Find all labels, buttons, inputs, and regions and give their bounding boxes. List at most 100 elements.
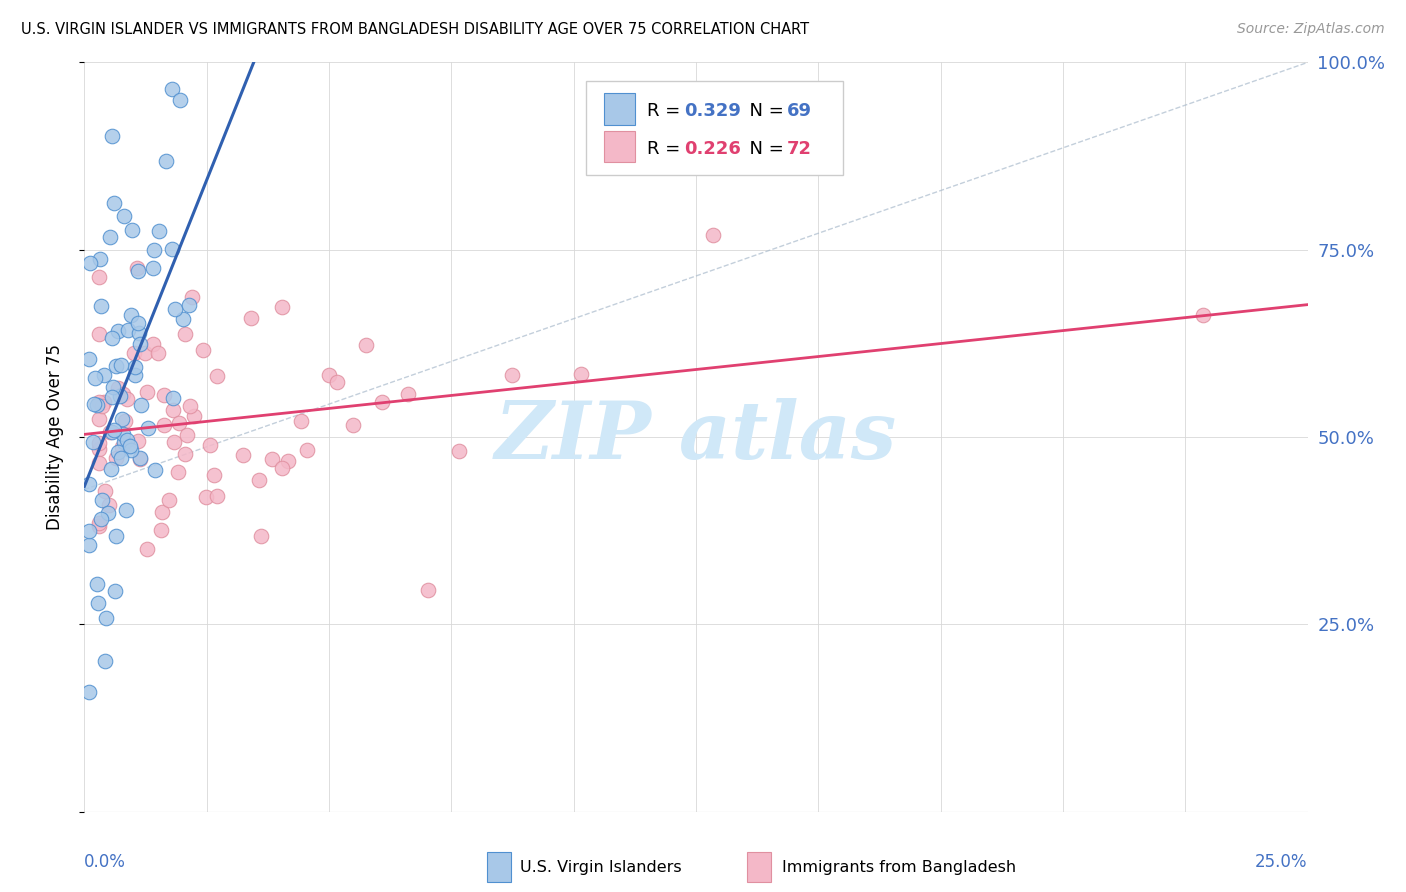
- Point: [104, 359, 127, 373]
- Point: [167, 416, 190, 430]
- Text: R =: R =: [647, 140, 686, 158]
- Point: [87, 442, 110, 456]
- Point: [87, 327, 110, 342]
- Point: [112, 209, 135, 223]
- Point: [115, 433, 138, 447]
- Point: [172, 311, 194, 326]
- Y-axis label: Disability Age Over 75: Disability Age Over 75: [45, 344, 63, 530]
- Point: [162, 391, 184, 405]
- Point: [87, 596, 110, 610]
- Point: [87, 516, 110, 530]
- Point: [195, 490, 218, 504]
- Point: [120, 439, 142, 453]
- Text: Source: ZipAtlas.com: Source: ZipAtlas.com: [1237, 22, 1385, 37]
- Point: [240, 311, 263, 326]
- Point: [90, 299, 112, 313]
- Point: [162, 434, 184, 449]
- Point: [128, 326, 150, 341]
- Point: [110, 440, 132, 454]
- FancyBboxPatch shape: [586, 81, 842, 175]
- Point: [87, 456, 110, 470]
- Text: 0.329: 0.329: [683, 103, 741, 120]
- Point: [87, 436, 110, 450]
- Point: [100, 425, 122, 439]
- Point: [82, 435, 104, 450]
- Point: [90, 493, 112, 508]
- Point: [101, 331, 124, 345]
- Point: [86, 398, 108, 412]
- Point: [169, 93, 191, 107]
- Point: [101, 380, 124, 394]
- Point: [112, 427, 135, 442]
- Point: [135, 385, 157, 400]
- Point: [97, 506, 120, 520]
- Point: [142, 261, 165, 276]
- Point: [179, 297, 201, 311]
- Point: [232, 448, 254, 462]
- Point: [93, 368, 115, 382]
- Point: [93, 484, 115, 499]
- Text: 25.0%: 25.0%: [1256, 853, 1308, 871]
- Point: [202, 468, 225, 483]
- Text: N =: N =: [738, 103, 789, 120]
- Point: [318, 368, 340, 382]
- Point: [83, 397, 105, 411]
- Point: [191, 343, 214, 358]
- Point: [105, 528, 128, 542]
- Point: [569, 367, 592, 381]
- Point: [150, 505, 173, 519]
- Bar: [605, 93, 636, 125]
- Text: N =: N =: [738, 140, 789, 158]
- Point: [129, 398, 152, 412]
- Point: [79, 256, 101, 270]
- Text: U.S. Virgin Islanders: U.S. Virgin Islanders: [520, 860, 682, 874]
- Point: [87, 395, 110, 409]
- Point: [143, 462, 166, 476]
- Point: [153, 388, 176, 402]
- Point: [127, 434, 149, 449]
- Point: [173, 447, 195, 461]
- Point: [501, 368, 523, 383]
- Point: [77, 476, 100, 491]
- Point: [94, 610, 117, 624]
- Point: [277, 453, 299, 467]
- Point: [77, 352, 100, 367]
- Point: [98, 230, 121, 244]
- Point: [125, 260, 148, 275]
- Point: [247, 473, 270, 487]
- Point: [77, 538, 100, 552]
- Point: [114, 414, 136, 428]
- Text: Immigrants from Bangladesh: Immigrants from Bangladesh: [782, 860, 1017, 874]
- Point: [129, 336, 152, 351]
- Point: [160, 242, 183, 256]
- Point: [128, 451, 150, 466]
- Point: [90, 512, 112, 526]
- Point: [89, 252, 111, 266]
- Point: [135, 541, 157, 556]
- Point: [162, 81, 184, 95]
- Point: [94, 654, 117, 668]
- Point: [180, 290, 202, 304]
- Point: [205, 369, 228, 384]
- Point: [107, 444, 129, 458]
- Point: [108, 389, 131, 403]
- Point: [111, 386, 134, 401]
- Point: [107, 324, 129, 338]
- Point: [449, 444, 471, 458]
- Point: [124, 368, 146, 383]
- Point: [418, 582, 440, 597]
- Text: R =: R =: [647, 103, 686, 120]
- Point: [176, 428, 198, 442]
- Point: [153, 417, 176, 432]
- Point: [77, 685, 100, 699]
- Point: [103, 195, 125, 210]
- Point: [166, 465, 188, 479]
- Point: [396, 386, 419, 401]
- Point: [702, 227, 724, 242]
- Point: [179, 399, 201, 413]
- Point: [110, 358, 132, 372]
- Point: [87, 519, 110, 533]
- Point: [205, 490, 228, 504]
- Point: [120, 308, 142, 322]
- Point: [107, 381, 129, 395]
